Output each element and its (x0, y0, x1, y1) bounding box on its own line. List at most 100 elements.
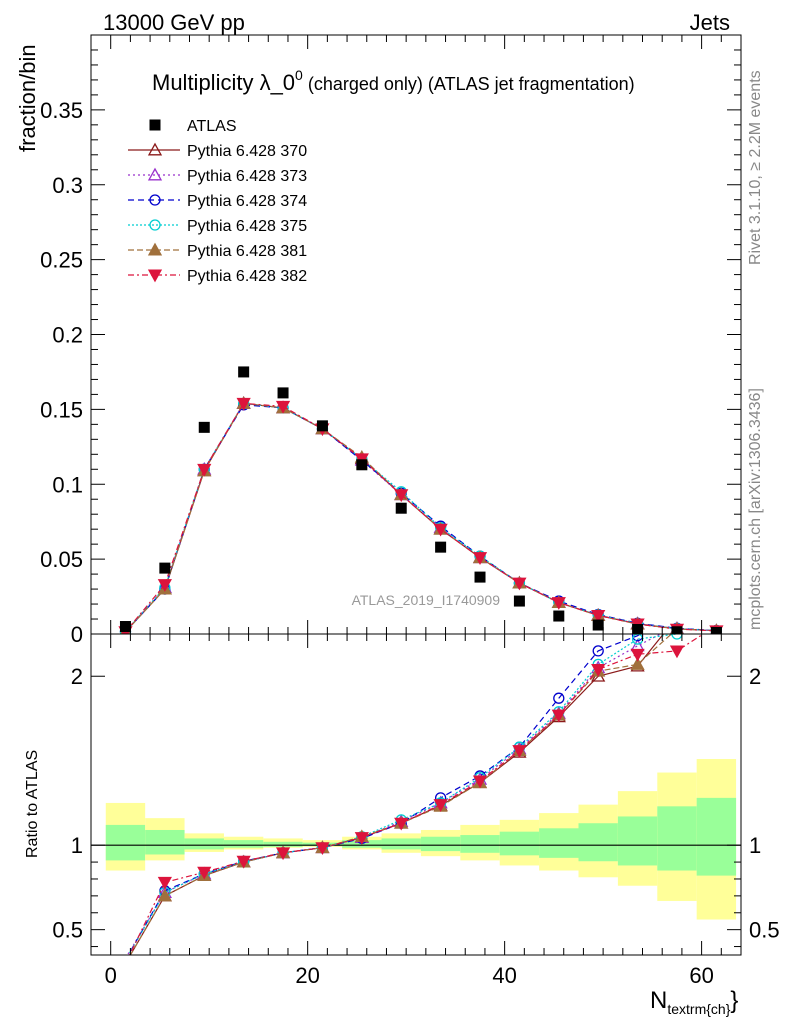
atlas-data-point (238, 366, 250, 378)
ratio-series-5-point (433, 799, 448, 812)
x-tick-label: 20 (295, 963, 319, 988)
ratio-series-line-4 (129, 634, 673, 955)
legend-marker-4 (147, 242, 163, 256)
atlas-data-point (632, 624, 644, 634)
atlas-data-point (198, 421, 210, 433)
x-tick-label: 0 (105, 963, 117, 988)
x-axis-label-sub: textrm{ch} (667, 1001, 730, 1017)
main-series-5-point (394, 489, 409, 503)
x-axis-label: Ntextrm{ch}} (650, 987, 738, 1017)
atlas-data-point (710, 627, 722, 634)
rivet-version-label: Rivet 3.1.10, ≥ 2.2M events (747, 70, 764, 265)
ratio-series-4-point (710, 611, 722, 622)
ratio-green-band (578, 823, 618, 862)
legend-marker-5 (147, 269, 163, 283)
ratio-green-band (539, 828, 579, 858)
ratio-series-5-point (394, 817, 409, 831)
plot-title-main: Multiplicity λ_0 (152, 70, 295, 95)
atlas-data-point (671, 626, 683, 634)
ratio-series-2-point (711, 614, 721, 624)
main-plot-axes: 0 0.05 0.1 0.15 0.2 0.25 0.3 0.35 (40, 34, 742, 647)
ratio-series-5-point (315, 842, 330, 856)
main-series-5-point (472, 552, 488, 565)
legend-label-5: Pythia 6.428 382 (187, 268, 307, 285)
ratio-series-0-point (710, 603, 722, 614)
legend-label-0: Pythia 6.428 370 (187, 143, 307, 160)
atlas-data-point (356, 459, 368, 471)
main-y-tick-label: 0.2 (52, 323, 83, 348)
ratio-y-axis-label: Ratio to ATLAS (24, 750, 41, 858)
legend-marker-1 (147, 167, 163, 181)
ratio-y-tick-label: 1 (71, 833, 83, 858)
main-plot-marks (118, 366, 724, 634)
ratio-green-band (657, 806, 697, 871)
ratio-series-5-point (591, 664, 606, 677)
ratio-y-tick-label-right: 1 (749, 833, 761, 858)
main-series-5-point (512, 577, 527, 591)
ratio-y-tick-label: 2 (71, 664, 83, 689)
header-right-label: Jets (690, 10, 730, 35)
ratio-series-line-2 (127, 634, 642, 955)
main-y-tick-label: 0.25 (40, 248, 83, 273)
ratio-series-5-point (197, 866, 212, 880)
main-y-tick-label: 0.3 (52, 173, 83, 198)
ratio-series-4-point (157, 888, 172, 902)
ratio-series-1-point (710, 611, 722, 622)
legend-label-1: Pythia 6.428 373 (187, 168, 307, 185)
legend-label-atlas: ATLAS (187, 118, 237, 135)
ratio-plot-marks (126, 603, 722, 955)
mcplots-label: mcplots.cern.ch [arXiv:1306.3436] (747, 388, 764, 630)
ratio-green-band (617, 816, 658, 866)
legend-marker-0 (147, 142, 163, 156)
atlas-data-point (159, 562, 171, 574)
ratio-green-band (460, 835, 500, 853)
legend-label-3: Pythia 6.428 375 (187, 218, 307, 235)
ratio-plot-bands (91, 759, 741, 920)
main-y-tick-label: 0 (71, 622, 83, 647)
ratio-green-band (420, 836, 461, 852)
plot-title: Multiplicity λ_00 (charged only) (ATLAS … (152, 67, 635, 95)
main-y-tick-label: 0.35 (40, 98, 83, 123)
main-series-5-point (197, 463, 212, 477)
ratio-green-band (145, 829, 185, 855)
ratio-series-5-point (551, 709, 566, 723)
main-series-5-point (275, 400, 291, 414)
main-y-axis-label: fraction/bin (15, 44, 40, 152)
ratio-y-tick-label-right: 2 (749, 664, 761, 689)
ratio-series-5-point (354, 832, 369, 845)
ratio-series-line-3 (127, 634, 680, 955)
ratio-series-5-point (512, 745, 527, 758)
atlas-data-point (395, 502, 407, 514)
ratio-series-5-point (275, 847, 291, 861)
ratio-green-band (105, 824, 146, 861)
plot-title-tail: (charged only) (ATLAS jet fragmentation) (303, 74, 635, 94)
ratio-y-tick-label-right: 0.5 (749, 918, 780, 943)
ratio-series-5-point (630, 648, 645, 662)
main-series-line-5 (125, 402, 717, 633)
ratio-series-line-0 (129, 634, 665, 955)
ratio-series-4-point (630, 657, 645, 670)
ratio-green-band (499, 831, 540, 856)
ratio-plot-axes: 0.5 0.51 12 20 20 40 60 (52, 633, 780, 988)
main-y-tick-label: 0.15 (40, 397, 83, 422)
atlas-data-point (119, 621, 131, 633)
main-y-tick-label: 0.05 (40, 547, 83, 572)
legend-marker-2 (149, 194, 161, 206)
ratio-green-band (381, 838, 421, 850)
ratio-series-5-point (157, 876, 172, 890)
ratio-frame (90, 633, 742, 956)
atlas-data-point (316, 420, 328, 432)
legend-label-4: Pythia 6.428 381 (187, 243, 307, 260)
ratio-y-tick-label: 0.5 (52, 918, 83, 943)
atlas-data-point (277, 387, 289, 399)
ratio-green-band (263, 841, 303, 847)
main-series-5-point (433, 523, 448, 537)
x-tick-label: 40 (492, 963, 516, 988)
main-series-5-point (236, 397, 251, 411)
atlas-data-point (474, 571, 486, 583)
x-tick-label: 60 (689, 963, 713, 988)
ratio-green-band (184, 838, 224, 850)
ratio-green-band (223, 840, 264, 848)
main-series-line-4 (125, 402, 717, 633)
legend: ATLAS Pythia 6.428 370 Pythia 6.428 373 Pyt… (128, 118, 307, 285)
